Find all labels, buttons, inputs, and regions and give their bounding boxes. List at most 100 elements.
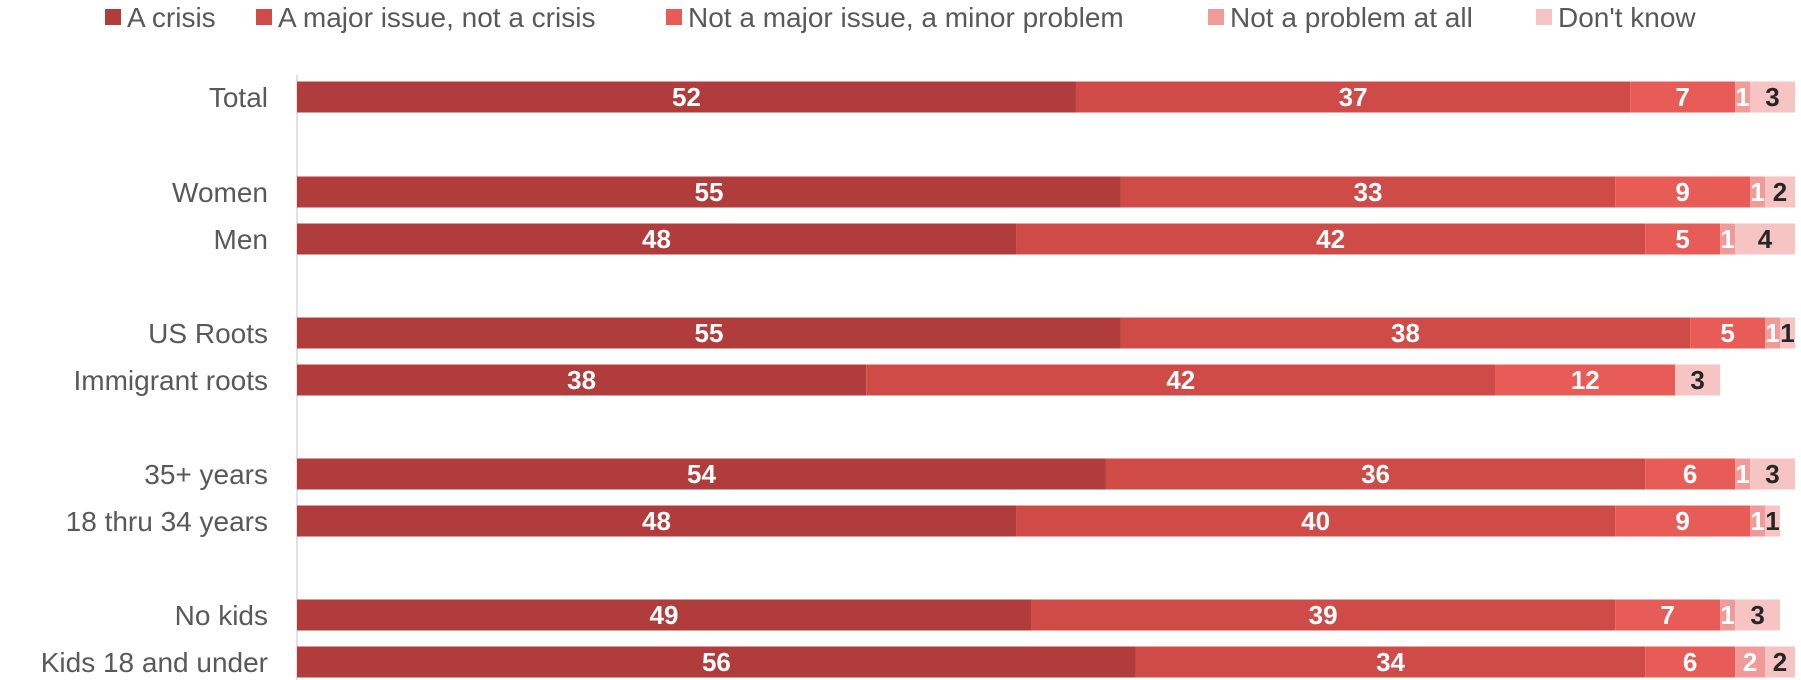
bar-segment-don-t-know (1675, 364, 1721, 396)
data-label-not-a-major-issue-a-minor-problem: 6 (1683, 459, 1697, 489)
data-label-not-a-major-issue-a-minor-problem: 7 (1675, 82, 1689, 112)
legend-label: A crisis (127, 2, 216, 33)
category-label-women: Women (172, 177, 268, 208)
bar-segment-don-t-know (1735, 599, 1781, 631)
legend-swatch (105, 9, 121, 25)
legend-swatch (1208, 9, 1224, 25)
data-label-not-a-major-issue-a-minor-problem: 5 (1720, 318, 1734, 348)
bar-segment-a-major-issue-not-a-crisis (866, 364, 1496, 396)
category-label-men: Men (214, 224, 268, 255)
category-label-18-thru-34-years: 18 thru 34 years (66, 506, 268, 537)
data-label-a-crisis: 55 (694, 318, 723, 348)
data-label-a-crisis: 56 (702, 647, 731, 677)
legend-item-not-a-problem-at-all: Not a problem at all (1208, 2, 1473, 33)
bar-row-women: 55 33 9 1 2 (297, 176, 1795, 208)
data-label-don-t-know: 3 (1765, 82, 1779, 112)
bar-rows: 52 37 7 1 355 33 9 1 248 42 5 1 455 38 5 1 138 42 12 354 36 6… (297, 81, 1795, 678)
bar-row-no-kids: 49 39 7 1 3 (297, 599, 1781, 631)
bar-segment-a-crisis (297, 81, 1076, 113)
bar-segment-a-major-issue-not-a-crisis (1075, 81, 1631, 113)
data-label-a-major-issue-not-a-crisis: 33 (1354, 177, 1383, 207)
legend-item-a-crisis: A crisis (105, 2, 216, 33)
bar-segment-not-a-major-issue-a-minor-problem (1615, 505, 1751, 537)
data-label-a-crisis: 54 (687, 459, 716, 489)
data-label-not-a-major-issue-a-minor-problem: 5 (1675, 224, 1689, 254)
legend-item-a-major-issue-not-a-crisis: A major issue, not a crisis (256, 2, 595, 33)
data-label-a-major-issue-not-a-crisis: 34 (1376, 647, 1405, 677)
data-label-not-a-problem-at-all: 1 (1735, 82, 1749, 112)
category-labels: Total Women Men US Roots Immigrant roots 35+ … (41, 82, 268, 678)
data-label-not-a-problem-at-all: 1 (1750, 506, 1764, 536)
data-label-not-a-problem-at-all: 1 (1765, 318, 1779, 348)
data-label-a-crisis: 49 (650, 600, 679, 630)
data-label-not-a-problem-at-all: 2 (1743, 647, 1757, 677)
data-label-a-major-issue-not-a-crisis: 36 (1361, 459, 1390, 489)
bar-segment-a-crisis (297, 599, 1032, 631)
bar-segment-not-a-major-issue-a-minor-problem (1495, 364, 1676, 396)
bar-segment-a-crisis (297, 317, 1121, 349)
bar-segment-a-major-issue-not-a-crisis (1105, 458, 1646, 490)
data-label-not-a-major-issue-a-minor-problem: 9 (1675, 506, 1689, 536)
bar-row-35-years: 54 36 6 1 3 (297, 458, 1795, 490)
bar-segment-not-a-problem-at-all (1720, 599, 1736, 631)
bar-segment-not-a-major-issue-a-minor-problem (1630, 81, 1736, 113)
data-label-not-a-major-issue-a-minor-problem: 12 (1571, 365, 1600, 395)
bar-segment-not-a-problem-at-all (1720, 223, 1736, 255)
data-label-a-major-issue-not-a-crisis: 42 (1166, 365, 1195, 395)
legend-item-don-t-know: Don't know (1536, 2, 1696, 33)
category-label-35-years: 35+ years (144, 459, 268, 490)
bar-segment-a-crisis (297, 458, 1106, 490)
chart-legend: A crisis A major issue, not a crisis Not a… (105, 2, 1696, 33)
bar-segment-a-major-issue-not-a-crisis (1016, 223, 1646, 255)
bar-row-immigrant-roots: 38 42 12 3 (297, 364, 1721, 396)
data-label-don-t-know: 2 (1773, 647, 1787, 677)
bar-segment-a-major-issue-not-a-crisis (1031, 599, 1616, 631)
data-label-don-t-know: 1 (1780, 318, 1794, 348)
data-label-don-t-know: 3 (1750, 600, 1764, 630)
bar-segment-not-a-problem-at-all (1735, 646, 1766, 678)
bar-segment-not-a-problem-at-all (1750, 176, 1766, 208)
bar-segment-don-t-know (1780, 317, 1795, 349)
bar-segment-not-a-problem-at-all (1735, 81, 1751, 113)
bar-segment-not-a-major-issue-a-minor-problem (1645, 223, 1721, 255)
bar-segment-not-a-problem-at-all (1735, 458, 1751, 490)
data-label-a-crisis: 48 (642, 506, 671, 536)
data-label-not-a-major-issue-a-minor-problem: 6 (1683, 647, 1697, 677)
data-label-a-major-issue-not-a-crisis: 37 (1339, 82, 1368, 112)
data-label-not-a-problem-at-all: 1 (1750, 177, 1764, 207)
bar-segment-a-major-issue-not-a-crisis (1016, 505, 1616, 537)
bar-segment-don-t-know (1750, 458, 1795, 490)
data-label-not-a-major-issue-a-minor-problem: 7 (1660, 600, 1674, 630)
bar-segment-not-a-major-issue-a-minor-problem (1690, 317, 1766, 349)
data-label-don-t-know: 1 (1765, 506, 1779, 536)
bar-segment-a-crisis (297, 176, 1121, 208)
data-label-don-t-know: 3 (1690, 365, 1704, 395)
data-label-a-crisis: 52 (672, 82, 701, 112)
data-label-a-major-issue-not-a-crisis: 40 (1301, 506, 1330, 536)
legend-label: Not a problem at all (1230, 2, 1473, 33)
data-label-a-crisis: 55 (694, 177, 723, 207)
bar-segment-a-crisis (297, 646, 1136, 678)
data-label-a-crisis: 48 (642, 224, 671, 254)
data-label-don-t-know: 3 (1765, 459, 1779, 489)
data-label-a-major-issue-not-a-crisis: 42 (1316, 224, 1345, 254)
bar-segment-don-t-know (1765, 176, 1795, 208)
legend-label: A major issue, not a crisis (278, 2, 595, 33)
bar-row-kids-18-and-under: 56 34 6 2 2 (297, 646, 1795, 678)
data-label-not-a-problem-at-all: 1 (1735, 459, 1749, 489)
legend-item-not-a-major-issue-a-minor-problem: Not a major issue, a minor problem (666, 2, 1124, 33)
legend-label: Don't know (1558, 2, 1696, 33)
data-label-not-a-problem-at-all: 1 (1720, 600, 1734, 630)
legend-swatch (256, 9, 272, 25)
bar-segment-not-a-major-issue-a-minor-problem (1645, 646, 1736, 678)
bar-segment-a-crisis (297, 223, 1017, 255)
bar-segment-don-t-know (1765, 505, 1781, 537)
bar-segment-a-major-issue-not-a-crisis (1120, 176, 1616, 208)
bar-row-18-thru-34-years: 48 40 9 1 1 (297, 505, 1781, 537)
bar-segment-a-crisis (297, 364, 867, 396)
bar-segment-a-major-issue-not-a-crisis (1120, 317, 1691, 349)
bar-segment-not-a-problem-at-all (1765, 317, 1781, 349)
category-label-total: Total (209, 82, 268, 113)
